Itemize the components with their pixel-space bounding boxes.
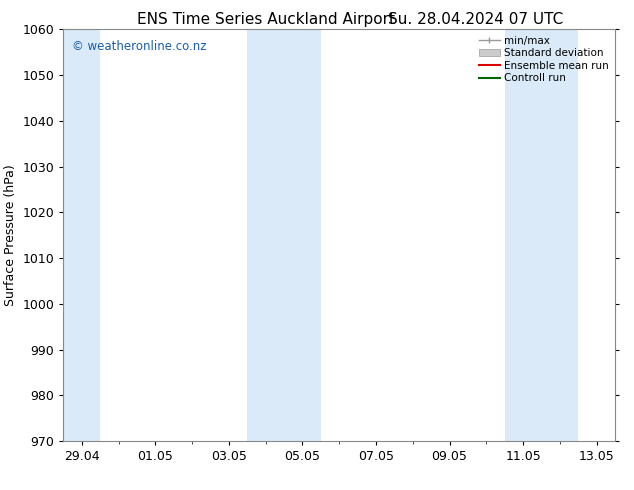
- Text: ENS Time Series Auckland Airport: ENS Time Series Auckland Airport: [138, 12, 395, 27]
- Legend: min/max, Standard deviation, Ensemble mean run, Controll run: min/max, Standard deviation, Ensemble me…: [475, 31, 613, 88]
- Bar: [505, 29, 578, 441]
- Text: © weatheronline.co.nz: © weatheronline.co.nz: [72, 40, 206, 53]
- Bar: [63, 29, 100, 441]
- Bar: [247, 29, 321, 441]
- Y-axis label: Surface Pressure (hPa): Surface Pressure (hPa): [4, 164, 17, 306]
- Text: Su. 28.04.2024 07 UTC: Su. 28.04.2024 07 UTC: [388, 12, 563, 27]
